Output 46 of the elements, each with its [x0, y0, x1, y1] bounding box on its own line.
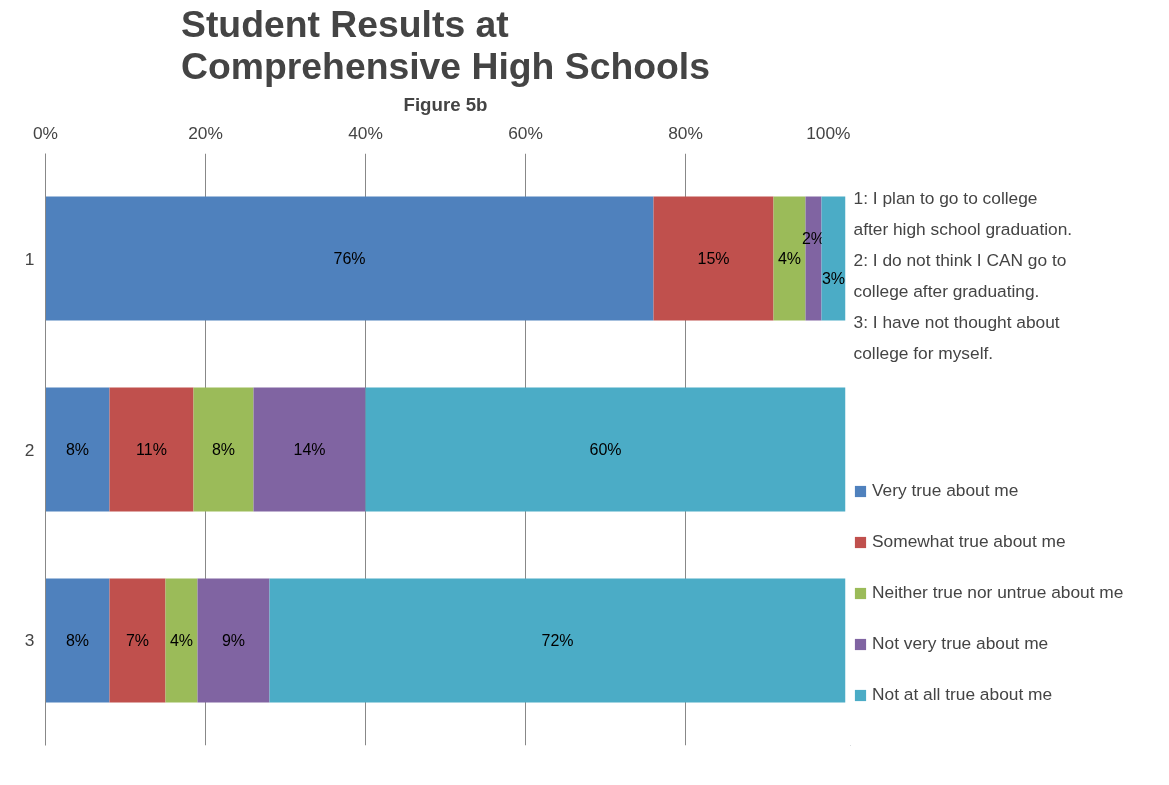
x-tick-label: 100%	[806, 122, 851, 143]
legend-label: Somewhat true about me	[872, 531, 1066, 552]
bar	[821, 196, 846, 321]
data-label: 9%	[221, 631, 246, 649]
x-tick-label: 80%	[668, 122, 703, 143]
data-label: 72%	[541, 631, 574, 649]
data-label: 8%	[65, 631, 90, 649]
bar	[269, 578, 846, 703]
chart-subtitle: Figure 5b	[403, 93, 488, 115]
data-label: 8%	[211, 441, 236, 458]
bar	[197, 578, 270, 703]
data-label: 4%	[169, 631, 194, 649]
legend-label: Very true about me	[872, 480, 1019, 501]
bar	[109, 387, 194, 512]
x-tick-label: 60%	[508, 122, 543, 143]
bar	[45, 387, 110, 512]
data-label: 76%	[333, 250, 366, 268]
bar	[45, 578, 110, 703]
text: 1: I plan to go to college after high school graduation.	[853, 187, 1073, 239]
bar	[193, 387, 254, 512]
bar	[109, 578, 166, 703]
y-tick-label: 3	[24, 630, 35, 651]
x-tick-label: 0%	[32, 122, 59, 143]
legend-label: Not at all true about me	[872, 684, 1053, 705]
data-label: 3%	[821, 270, 846, 288]
data-label: 8%	[65, 441, 90, 458]
data-label: 11%	[136, 441, 167, 458]
x-tick-label: 20%	[188, 122, 223, 143]
data-label: 14%	[293, 441, 326, 458]
bar	[653, 196, 774, 321]
y-tick-label: 2	[24, 439, 35, 460]
legend-label: Neither true nor untrue about me	[872, 582, 1124, 603]
data-label: 7%	[125, 631, 150, 649]
data-label: 60%	[589, 441, 622, 458]
x-tick-label: 40%	[348, 122, 383, 143]
bar	[45, 196, 654, 321]
bar	[165, 578, 198, 703]
text: 2: I do not think I CAN go to college after graduating.	[853, 249, 1067, 301]
chart-title: Student Results at Comprehensive High Schools	[181, 2, 710, 87]
bar	[365, 387, 846, 512]
legend-label: Not very true about me	[872, 633, 1049, 654]
bar	[253, 387, 366, 512]
y-tick-label: 1	[24, 248, 35, 269]
text: 3: I have not thought about college for myself.	[853, 311, 1060, 363]
data-label: 4%	[777, 250, 802, 268]
data-label: 15%	[697, 250, 730, 268]
